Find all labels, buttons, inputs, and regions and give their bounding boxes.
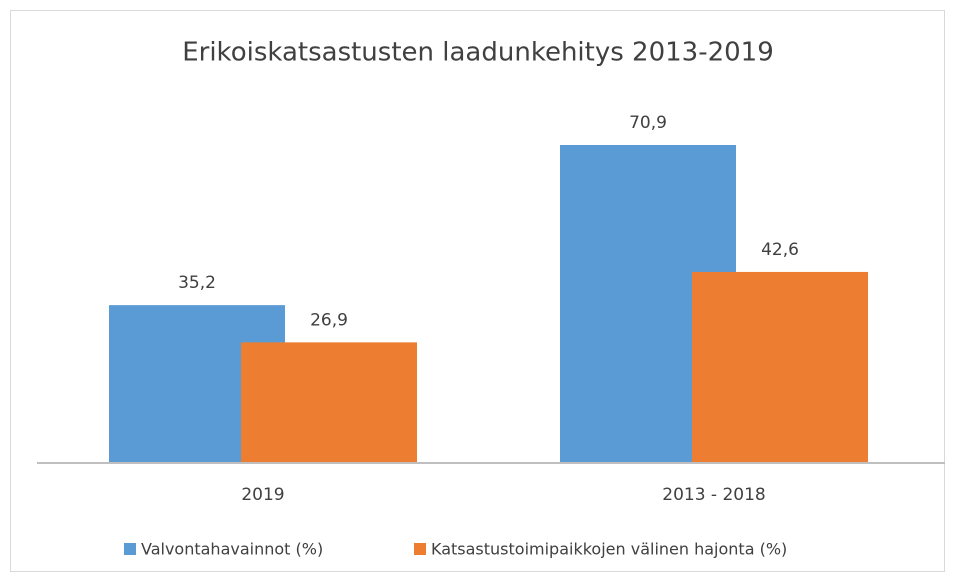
x-tick-label: 2019 xyxy=(241,485,284,505)
data-label: 70,9 xyxy=(629,113,667,133)
data-label: 35,2 xyxy=(178,273,216,293)
chart-title: Erikoiskatsastusten laadunkehitys 2013-2… xyxy=(182,38,774,68)
bar xyxy=(241,342,417,463)
data-label: 42,6 xyxy=(761,240,799,260)
legend-swatch xyxy=(124,543,136,555)
legend-label: Katsastustoimipaikkojen välinen hajonta … xyxy=(431,540,787,559)
x-tick-label: 2013 - 2018 xyxy=(662,485,765,505)
legend-swatch xyxy=(414,543,426,555)
data-label: 26,9 xyxy=(310,310,348,330)
bar xyxy=(692,271,868,463)
legend-label: Valvontahavainnot (%) xyxy=(141,540,323,559)
